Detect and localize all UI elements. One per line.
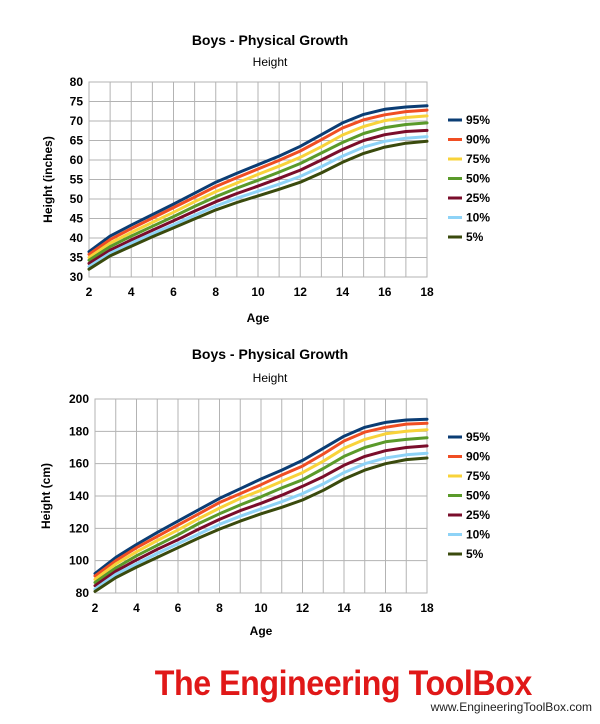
series-line-25pct (93, 444, 429, 588)
legend-label: 95% (466, 430, 490, 444)
series-line-75pct (87, 114, 429, 259)
legend-label: 25% (466, 508, 490, 522)
chart-title: Boys - Physical Growth (192, 346, 348, 362)
series-line-25pct (87, 128, 429, 265)
x-tick-label: 8 (216, 601, 223, 615)
y-tick-label: 40 (70, 231, 84, 245)
y-tick-label: 160 (69, 457, 89, 471)
x-tick-label: 10 (251, 285, 265, 299)
x-tick-label: 18 (420, 285, 434, 299)
series-line-95pct (87, 104, 429, 254)
x-tick-label: 2 (86, 285, 93, 299)
series-line-90pct (87, 108, 429, 256)
y-tick-label: 65 (70, 134, 84, 148)
x-tick-label: 14 (336, 285, 350, 299)
legend-label: 5% (466, 547, 484, 561)
x-tick-label: 14 (337, 601, 351, 615)
legend-label: 10% (466, 211, 490, 225)
legend-label: 5% (466, 230, 484, 244)
y-tick-label: 100 (69, 554, 89, 568)
x-tick-label: 2 (92, 601, 99, 615)
x-tick-label: 6 (175, 601, 182, 615)
y-tick-label: 120 (69, 521, 89, 535)
legend-label: 75% (466, 469, 490, 483)
x-tick-label: 12 (296, 601, 310, 615)
y-tick-label: 75 (70, 95, 84, 109)
legend-label: 50% (466, 172, 490, 186)
series-line-50pct (93, 436, 429, 584)
series-line-10pct (93, 451, 429, 591)
x-tick-label: 12 (294, 285, 308, 299)
x-tick-label: 16 (379, 601, 393, 615)
legend-label: 25% (466, 191, 490, 205)
y-tick-label: 45 (70, 212, 84, 226)
legend-label: 75% (466, 152, 490, 166)
series-line-95pct (93, 417, 429, 576)
y-tick-label: 50 (70, 192, 84, 206)
series-line-75pct (93, 428, 429, 581)
y-axis-label: Height (inches) (41, 136, 55, 223)
x-tick-label: 4 (133, 601, 140, 615)
legend-label: 90% (466, 133, 490, 147)
series-line-10pct (87, 135, 429, 268)
x-tick-label: 16 (378, 285, 392, 299)
y-tick-label: 60 (70, 153, 84, 167)
brand-url[interactable]: www.EngineeringToolBox.com (430, 700, 592, 714)
y-tick-label: 55 (70, 173, 84, 187)
chart-title: Boys - Physical Growth (192, 32, 348, 48)
y-tick-label: 80 (70, 75, 84, 89)
legend-label: 90% (466, 450, 490, 464)
cm-chart: Boys - Physical Growth Height 2 4 6 8 10 12 14 16… (39, 346, 490, 638)
chart-subtitle: Height (253, 371, 288, 385)
x-tick-label: 8 (212, 285, 219, 299)
y-tick-label: 140 (69, 489, 89, 503)
legend-label: 10% (466, 528, 490, 542)
series-line-5pct (93, 456, 429, 593)
series-line-50pct (87, 121, 429, 262)
y-tick-label: 80 (76, 586, 90, 600)
brand-logo[interactable]: The Engineering ToolBox (154, 664, 532, 703)
brand-footer: The Engineering ToolBox www.EngineeringT… (0, 660, 600, 724)
series-line-5pct (87, 139, 429, 271)
x-tick-label: 10 (254, 601, 268, 615)
y-tick-label: 35 (70, 251, 84, 265)
series-line-90pct (93, 421, 429, 578)
y-axis-label: Height (cm) (39, 463, 53, 529)
y-tick-label: 200 (69, 392, 89, 406)
x-tick-label: 18 (420, 601, 434, 615)
x-tick-label: 4 (128, 285, 135, 299)
x-tick-label: 6 (170, 285, 177, 299)
y-tick-label: 30 (70, 270, 84, 284)
x-axis-label: Age (250, 624, 273, 638)
legend: 95% 90% 75% 50% 25% 10% 5% (448, 113, 490, 244)
y-tick-label: 180 (69, 424, 89, 438)
chart-subtitle: Height (253, 55, 288, 69)
legend-label: 50% (466, 489, 490, 503)
legend-label: 95% (466, 113, 490, 127)
y-tick-label: 70 (70, 114, 84, 128)
legend: 95% 90% 75% 50% 25% 10% 5% (448, 430, 490, 561)
inches-chart: Boys - Physical Growth Height 2 4 6 8 10 12 14 16… (41, 32, 490, 325)
x-axis-label: Age (247, 311, 270, 325)
